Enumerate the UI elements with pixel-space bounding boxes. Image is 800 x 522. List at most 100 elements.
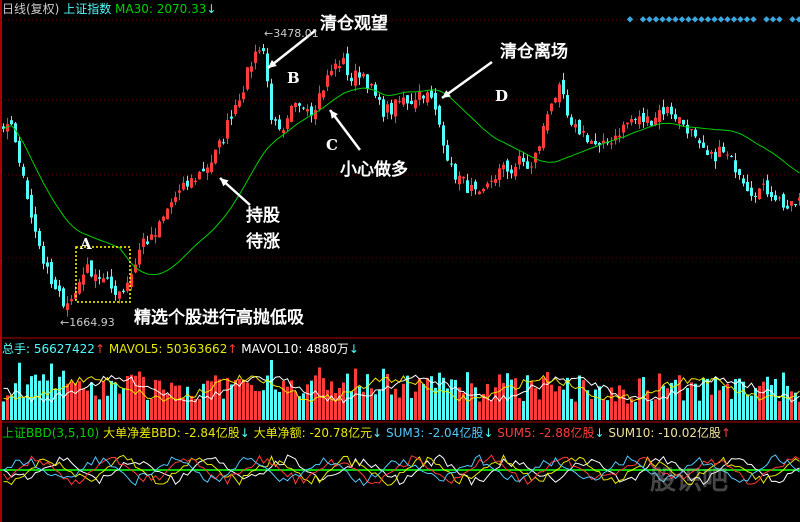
volume-bar bbox=[246, 382, 249, 420]
candle-body bbox=[178, 190, 181, 193]
volume-bar bbox=[310, 380, 313, 420]
annotation-clear-exit: 清仓离场 bbox=[500, 42, 568, 62]
volume-bar bbox=[358, 386, 361, 420]
ma30-arrow-icon: ↓ bbox=[206, 2, 217, 16]
candle-body bbox=[46, 262, 49, 267]
volume-bar bbox=[474, 387, 477, 420]
volume-bar bbox=[250, 384, 253, 420]
sum10: SUM10: -10.02亿股 bbox=[608, 426, 721, 440]
bbd-line bbox=[3, 454, 800, 486]
candle-body bbox=[630, 119, 633, 123]
signal-diamond bbox=[698, 16, 705, 23]
candle-body bbox=[514, 166, 517, 177]
candle-body bbox=[730, 155, 733, 157]
sum5: SUM5: -2.88亿股 bbox=[497, 426, 595, 440]
volume-bar bbox=[678, 375, 681, 420]
volume-bar bbox=[58, 376, 61, 420]
arrow-icon bbox=[267, 29, 317, 69]
candle-body bbox=[538, 146, 541, 151]
volume-bar bbox=[606, 400, 609, 420]
volume-bar bbox=[490, 400, 493, 420]
volume-bar bbox=[630, 398, 633, 420]
volume-bar bbox=[530, 381, 533, 420]
volume-bar bbox=[326, 389, 329, 420]
candle-body bbox=[482, 188, 485, 192]
volume-bar bbox=[702, 378, 705, 420]
candle-body bbox=[122, 290, 125, 293]
volume-bar bbox=[782, 372, 785, 420]
volume-bar bbox=[674, 379, 677, 420]
candle-body bbox=[786, 205, 789, 209]
candle-body bbox=[222, 142, 225, 144]
arrowhead-icon bbox=[330, 110, 338, 119]
candle-body bbox=[138, 249, 141, 265]
volume-bar bbox=[698, 400, 701, 420]
candle-body bbox=[90, 260, 93, 277]
candle-body bbox=[322, 90, 325, 98]
signal-diamond bbox=[737, 16, 744, 23]
volume-bar bbox=[98, 399, 101, 420]
volume-bar bbox=[434, 387, 437, 420]
candle-body bbox=[230, 116, 233, 119]
candle-body bbox=[478, 191, 481, 195]
candle-body bbox=[450, 163, 453, 165]
volume-bar bbox=[770, 384, 773, 420]
volume-ma-line bbox=[3, 374, 800, 404]
volume-bar bbox=[198, 399, 201, 420]
candle-body bbox=[314, 109, 317, 120]
candle-body bbox=[454, 164, 457, 180]
annotation-clear-watch: 清仓观望 bbox=[320, 14, 388, 34]
volume-bar bbox=[362, 391, 365, 420]
arrow-icon bbox=[329, 109, 361, 151]
volume-bar bbox=[330, 381, 333, 420]
up-arrow-icon: ↑ bbox=[720, 426, 732, 440]
volume-header: 总手: 56627422↑ MAVOL5: 50363662↑ MAVOL10:… bbox=[2, 342, 359, 356]
candle-body bbox=[570, 117, 573, 125]
point-d: D bbox=[495, 87, 509, 105]
candle-body bbox=[30, 194, 33, 218]
volume-bar bbox=[746, 394, 749, 420]
candle-body bbox=[298, 103, 301, 106]
candle-body bbox=[614, 135, 617, 141]
candle-body bbox=[318, 93, 321, 110]
down-arrow-icon: ↓ bbox=[483, 426, 494, 440]
signal-diamond bbox=[685, 16, 692, 23]
volume-bar bbox=[262, 390, 265, 420]
bbd-line bbox=[3, 454, 800, 487]
volume-bar bbox=[626, 403, 629, 420]
volume-bar bbox=[730, 398, 733, 420]
signal-diamond bbox=[730, 16, 738, 23]
candle-body bbox=[306, 109, 309, 112]
volume-bar bbox=[86, 390, 89, 420]
volume-bar bbox=[270, 360, 273, 420]
volume-bar bbox=[222, 398, 225, 420]
candle-body bbox=[610, 143, 613, 145]
candle-body bbox=[426, 92, 429, 103]
candle-body bbox=[762, 183, 765, 185]
volume-bar bbox=[714, 377, 717, 420]
candle-body bbox=[754, 195, 757, 197]
candle-body bbox=[698, 140, 701, 144]
volume-bar bbox=[90, 382, 93, 420]
candle-body bbox=[110, 276, 113, 289]
signal-diamond bbox=[750, 16, 757, 23]
candle-body bbox=[486, 183, 489, 188]
arrow-icon bbox=[441, 60, 493, 100]
volume-bar bbox=[778, 401, 781, 420]
volume-bar bbox=[502, 382, 505, 420]
volume-bar bbox=[518, 398, 521, 420]
volume-bar bbox=[126, 376, 129, 420]
candle-body bbox=[62, 288, 65, 307]
candle-body bbox=[738, 169, 741, 175]
volume-bar bbox=[454, 379, 457, 420]
volume-bar bbox=[62, 370, 65, 420]
volume-bar bbox=[546, 371, 549, 420]
candle-body bbox=[562, 79, 565, 95]
annotation-caution: 小心做多 bbox=[340, 160, 408, 180]
candle-body bbox=[50, 262, 53, 285]
volume-bar bbox=[258, 391, 261, 420]
volume-bar bbox=[718, 390, 721, 420]
bbd-header: 上证BBD(3,5,10) 大单净差BBD: -2.84亿股↓ 大单净额: -2… bbox=[2, 426, 731, 440]
candle-body bbox=[294, 102, 297, 108]
volume-bar bbox=[618, 385, 621, 420]
